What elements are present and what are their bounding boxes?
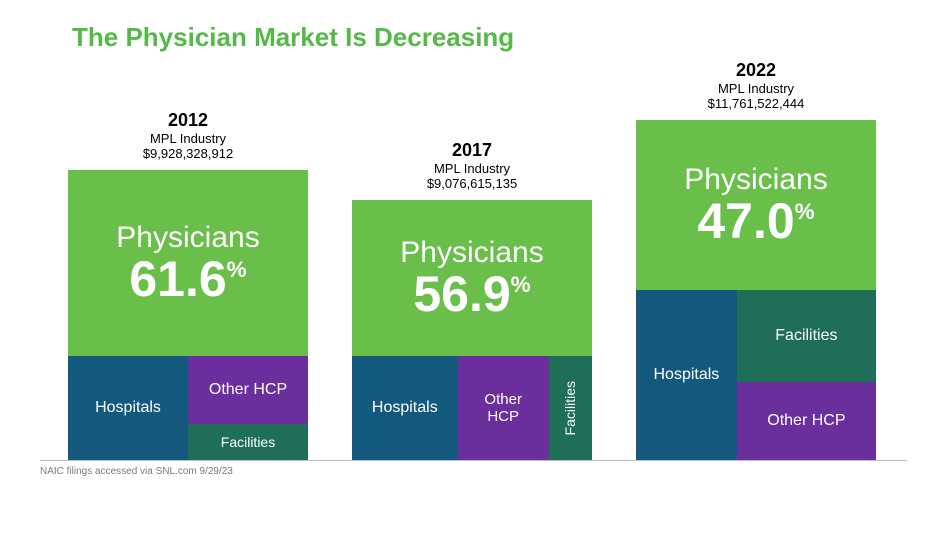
industry-label: MPL Industry — [68, 131, 308, 146]
column-header: 2012MPL Industry$9,928,328,912 — [68, 110, 308, 161]
block-facilities: Facilities — [549, 356, 592, 460]
physicians-label: Physicians — [684, 164, 827, 196]
industry-amount: $9,076,615,135 — [352, 176, 592, 191]
year-label: 2012 — [68, 110, 308, 131]
physicians-label: Physicians — [116, 222, 259, 254]
block-physicians: Physicians47.0% — [636, 120, 876, 290]
block-physicians: Physicians56.9% — [352, 200, 592, 356]
footnote: NAIC filings accessed via SNL.com 9/29/2… — [40, 466, 233, 477]
column-header: 2017MPL Industry$9,076,615,135 — [352, 140, 592, 191]
chart-title: The Physician Market Is Decreasing — [72, 22, 514, 53]
treemap: Physicians47.0%HospitalsFacilitiesOther … — [636, 120, 876, 460]
block-hospitals: Hospitals — [68, 356, 188, 460]
industry-amount: $11,761,522,444 — [636, 96, 876, 111]
block-other_hcp: Other HCP — [737, 382, 876, 460]
treemap: Physicians56.9%HospitalsOther HCPFacilit… — [352, 200, 592, 460]
year-label: 2022 — [636, 60, 876, 81]
block-hospitals: Hospitals — [636, 290, 737, 460]
baseline-rule — [40, 460, 907, 461]
block-other_hcp: Other HCP — [188, 356, 308, 424]
block-facilities: Facilities — [737, 290, 876, 382]
physicians-percent: 56.9% — [413, 269, 530, 319]
industry-amount: $9,928,328,912 — [68, 146, 308, 161]
block-physicians: Physicians61.6% — [68, 170, 308, 356]
physicians-percent: 61.6% — [129, 254, 246, 304]
industry-label: MPL Industry — [636, 81, 876, 96]
treemap: Physicians61.6%HospitalsOther HCPFacilit… — [68, 170, 308, 460]
block-other_hcp: Other HCP — [458, 356, 549, 460]
block-hospitals: Hospitals — [352, 356, 458, 460]
physicians-percent: 47.0% — [697, 196, 814, 246]
column-header: 2022MPL Industry$11,761,522,444 — [636, 60, 876, 111]
physicians-label: Physicians — [400, 237, 543, 269]
industry-label: MPL Industry — [352, 161, 592, 176]
year-label: 2017 — [352, 140, 592, 161]
block-facilities: Facilities — [188, 424, 308, 460]
block-label: Facilities — [562, 381, 578, 435]
